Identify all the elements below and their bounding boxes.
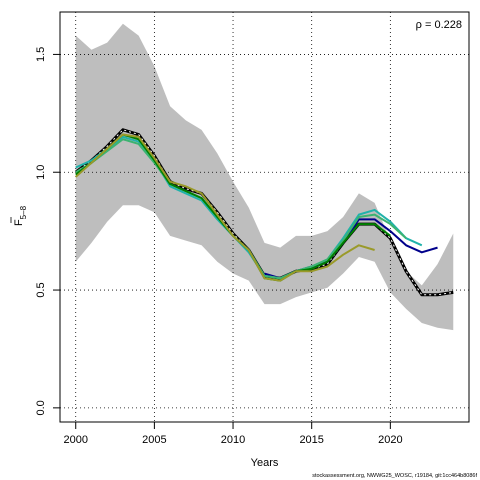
series-line-peel-5	[75, 133, 375, 282]
y-axis-title-main: F	[13, 219, 25, 226]
plot-frame	[59, 11, 470, 423]
y-tick-label: 1.5	[35, 47, 47, 62]
y-tick-label-group: 0.0	[35, 400, 47, 415]
y-tick-label: 0.5	[35, 282, 47, 297]
x-tick-label: 2005	[142, 434, 166, 446]
y-axis-title: F5–8	[10, 205, 28, 226]
series-layer	[74, 128, 454, 297]
y-axis-title-sub: 5–8	[19, 205, 28, 219]
footer-credit: stockassessment.org, NWWG25_WOSC, r19184…	[312, 473, 477, 479]
svg-text:F5–8: F5–8	[13, 205, 28, 226]
grid-layer	[60, 12, 469, 422]
confidence-band-layer	[75, 23, 454, 331]
y-tick-label: 1.0	[35, 165, 47, 180]
series-line-reference-dash	[75, 129, 454, 296]
x-tick-label: 2015	[299, 434, 323, 446]
y-tick-label-group: 1.0	[35, 165, 47, 180]
x-tick-label: 2020	[378, 434, 402, 446]
y-tick-label-group: 0.5	[35, 282, 47, 297]
rho-annotation: ρ = 0.228	[416, 19, 462, 31]
axis-layer: 2000 2005 2010 2015 2020 0.0 0.5 1.0 1.5	[35, 47, 403, 446]
y-tick-label-group: 1.5	[35, 47, 47, 62]
x-tick-label: 2000	[63, 434, 87, 446]
confidence-band	[75, 23, 454, 331]
y-tick-label: 0.0	[35, 400, 47, 415]
series-line-peel-2	[75, 135, 423, 280]
x-tick-label: 2010	[221, 434, 245, 446]
x-axis-title: Years	[251, 457, 279, 469]
